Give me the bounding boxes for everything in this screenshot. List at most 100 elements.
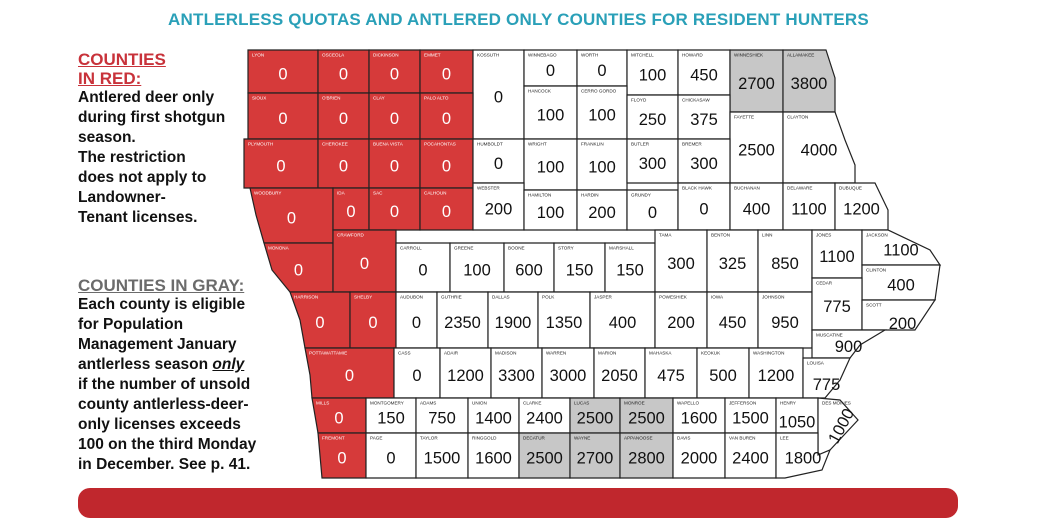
county-scott: SCOTT 200 bbox=[861, 299, 937, 333]
county-name: SCOTT bbox=[866, 303, 882, 308]
county-quota: 0 bbox=[339, 66, 348, 84]
county-jasper: JASPER 400 bbox=[589, 291, 656, 349]
county-quota: 0 bbox=[390, 203, 399, 221]
county-bremer: BREMER 300 bbox=[677, 138, 731, 184]
county-name: JOHNSON bbox=[762, 295, 784, 300]
legend-gray-line: 100 on the third Monday bbox=[78, 436, 257, 453]
county-quota: 1200 bbox=[758, 367, 795, 385]
county-shape bbox=[811, 329, 888, 359]
county-delaware: DELAWARE 1100 bbox=[782, 182, 836, 231]
county-name: IOWA bbox=[711, 295, 724, 300]
county-quota: 2350 bbox=[444, 314, 481, 332]
county-name: WAPELLO bbox=[677, 401, 699, 406]
county-quota: 1900 bbox=[495, 314, 532, 332]
county-webster: WEBSTER 200 bbox=[472, 182, 525, 231]
legend-gray-line: Each county is eligible bbox=[78, 296, 246, 313]
county-name: WINNESHIEK bbox=[734, 53, 764, 58]
county-cass: CASS 0 bbox=[393, 347, 441, 399]
county-marion: MARION 2050 bbox=[593, 347, 646, 399]
county-montgomery: MONTGOMERY 150 bbox=[365, 397, 417, 434]
county-mills: MILLS 0 bbox=[311, 397, 367, 434]
county-humboldt: HUMBOLDT 0 bbox=[472, 138, 525, 184]
county-name: LEE bbox=[780, 436, 789, 441]
county-quota: 0 bbox=[339, 158, 348, 176]
county-quota: 0 bbox=[334, 410, 343, 428]
county-quota: 775 bbox=[823, 298, 851, 316]
iowa-county-map: LYON 0 OSCEOLA 0 DICKINSON 0 EMMET 0 KOSSUTH 0 WIN… bbox=[243, 49, 942, 479]
county-osceola: OSCEOLA 0 bbox=[317, 49, 370, 94]
county-quota: 1100 bbox=[791, 201, 826, 219]
county-name: DECATUR bbox=[523, 436, 546, 441]
county-quota: 0 bbox=[494, 155, 503, 173]
county-henry: HENRY 1050 bbox=[775, 397, 819, 434]
county-quota: 900 bbox=[835, 338, 863, 356]
county-quota: 0 bbox=[315, 314, 324, 332]
county-name: CHEROKEE bbox=[322, 142, 348, 147]
county-name: VAN BUREN bbox=[729, 436, 755, 441]
county-polk: POLK 1350 bbox=[537, 291, 591, 349]
county-carroll: CARROLL 0 bbox=[395, 242, 451, 293]
county-quota: 0 bbox=[412, 314, 421, 332]
county-winnebago: WINNEBAGO 0 bbox=[523, 49, 578, 87]
county-name: JACKSON bbox=[866, 233, 888, 238]
county-shape bbox=[834, 182, 889, 231]
county-quota: 1200 bbox=[447, 367, 484, 385]
county-monona: MONONA 0 bbox=[263, 242, 334, 293]
county-linn: LINN 850 bbox=[757, 229, 813, 293]
county-name: MONTGOMERY bbox=[370, 401, 404, 406]
county-quota: 400 bbox=[887, 277, 915, 295]
county-quota: 750 bbox=[428, 410, 456, 428]
county-name: FLOYD bbox=[631, 98, 647, 103]
county-quota: 400 bbox=[743, 201, 771, 219]
county-name: MUSCATINE bbox=[816, 333, 843, 338]
county-quota: 4000 bbox=[801, 142, 838, 160]
county-quota: 0 bbox=[278, 110, 287, 128]
county-quota: 1600 bbox=[681, 410, 718, 428]
county-name: DAVIS bbox=[677, 436, 690, 441]
county-name: LUCAS bbox=[574, 401, 589, 406]
county-name: HARRISON bbox=[294, 295, 318, 300]
county-quota: 1500 bbox=[424, 450, 461, 468]
county-cerrogordo: CERRO GORDO 100 bbox=[576, 85, 628, 140]
county-name: OSCEOLA bbox=[322, 53, 345, 58]
county-name: UNION bbox=[472, 401, 487, 406]
county-quota: 2500 bbox=[577, 410, 614, 428]
county-quota: 950 bbox=[771, 314, 799, 332]
legend-red-heading-2: IN RED: bbox=[78, 69, 142, 88]
county-hamilton: HAMILTON 100 bbox=[523, 189, 578, 231]
county-name: TAMA bbox=[659, 233, 672, 238]
county-name: BENTON bbox=[711, 233, 730, 238]
county-name: GUTHRIE bbox=[441, 295, 462, 300]
county-quota: 400 bbox=[609, 314, 637, 332]
county-jones: JONES 1100 bbox=[811, 229, 863, 279]
county-clay: CLAY 0 bbox=[368, 92, 421, 140]
county-name: CRAWFORD bbox=[337, 233, 365, 238]
county-name: CHICKASAW bbox=[682, 98, 710, 103]
county-quota: 600 bbox=[515, 262, 543, 280]
county-name: GRUNDY bbox=[631, 193, 651, 198]
county-shape bbox=[782, 49, 836, 113]
county-quota: 0 bbox=[597, 62, 606, 80]
county-name: BUCHANAN bbox=[734, 186, 760, 191]
county-name: WAYNE bbox=[574, 436, 590, 441]
county-quota: 0 bbox=[390, 110, 399, 128]
legend-gray-heading: COUNTIES IN GRAY: bbox=[78, 276, 245, 295]
county-warren: WARREN 3000 bbox=[541, 347, 595, 399]
county-pottawattamie: POTTAWATTAMIE 0 bbox=[304, 347, 395, 399]
legend-gray-line: only licenses exceeds bbox=[78, 416, 241, 433]
county-decatur: DECATUR 2500 bbox=[518, 432, 571, 479]
county-name: MARION bbox=[598, 351, 616, 356]
county-appanoose: APPANOOSE 2800 bbox=[619, 432, 674, 479]
county-quota: 100 bbox=[588, 107, 616, 125]
county-name: DICKINSON bbox=[373, 53, 399, 58]
county-cedar: CEDAR 775 bbox=[811, 277, 863, 331]
county-mitchell: MITCHELL 100 bbox=[626, 49, 679, 96]
county-quota: 2500 bbox=[628, 410, 665, 428]
county-quota: 100 bbox=[588, 159, 616, 177]
county-quota: 0 bbox=[339, 110, 348, 128]
county-obrien: O'BRIEN 0 bbox=[317, 92, 370, 140]
county-quota: 300 bbox=[639, 155, 667, 173]
county-taylor: TAYLOR 1500 bbox=[415, 432, 469, 479]
county-ringgold: RINGGOLD 1600 bbox=[467, 432, 520, 479]
county-boone: BOONE 600 bbox=[503, 242, 555, 293]
